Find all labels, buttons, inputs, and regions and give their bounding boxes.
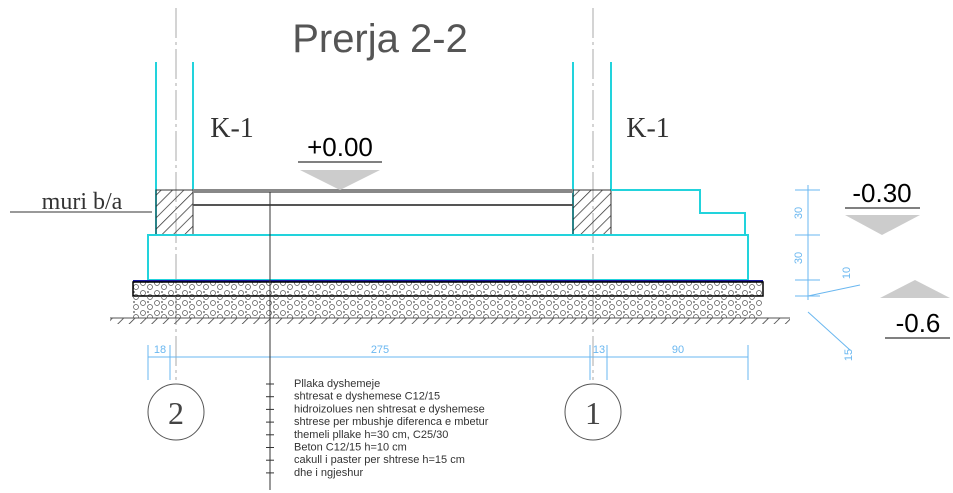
- dimension: 90: [672, 344, 684, 356]
- axis-label: 1: [585, 395, 601, 431]
- layer-note: hidroizolues nen shtresat e dyshemese: [294, 403, 485, 415]
- axis-bubble: [147, 383, 205, 441]
- wall-hatch: [572, 189, 612, 236]
- dimension-ticks: [795, 189, 861, 351]
- level-label: -0.6: [896, 308, 941, 338]
- dimension: 13: [593, 344, 605, 356]
- dimension: 30: [793, 207, 805, 219]
- column-outline: [155, 62, 612, 235]
- layer-note: shtresat e dyshemese C12/15: [294, 391, 440, 403]
- dimension-ticks: [147, 345, 749, 380]
- dimension: 275: [371, 344, 389, 356]
- slab-outline: [611, 189, 746, 235]
- level-marker: [845, 215, 920, 235]
- layer-note: Pllaka dyshemeje: [294, 378, 380, 390]
- layer-note: shtrese per mbushje diferenca e mbetur: [294, 416, 489, 428]
- gravel: [133, 296, 763, 318]
- column-label: K-1: [626, 113, 670, 144]
- wall-hatch: [155, 189, 194, 236]
- axis-label: 2: [168, 395, 184, 431]
- level-label: +0.00: [307, 132, 373, 162]
- title: Prerja 2-2: [292, 17, 468, 61]
- dimension: 30: [793, 252, 805, 264]
- layer-note: Beton C12/15 h=10 cm: [294, 442, 407, 454]
- level-marker: [300, 170, 380, 190]
- dimension: 10: [841, 267, 853, 279]
- dimension: 15: [843, 349, 855, 361]
- column-label: K-1: [210, 113, 254, 144]
- layer-note: cakull i paster per shtrese h=15 cm: [294, 454, 465, 466]
- level-label: -0.30: [852, 178, 911, 208]
- ground: [110, 318, 790, 324]
- layer-note: dhe i ngjeshur: [294, 467, 363, 479]
- wall-label: muri b/a: [42, 189, 123, 215]
- level-marker: [880, 280, 950, 298]
- lean-concrete: [132, 281, 764, 297]
- dimension: 18: [154, 344, 166, 356]
- layer-note: themeli pllake h=30 cm, C25/30: [294, 429, 448, 441]
- floor-finish: [193, 189, 573, 193]
- foundation: [147, 234, 749, 281]
- axis-bubble: [564, 383, 622, 441]
